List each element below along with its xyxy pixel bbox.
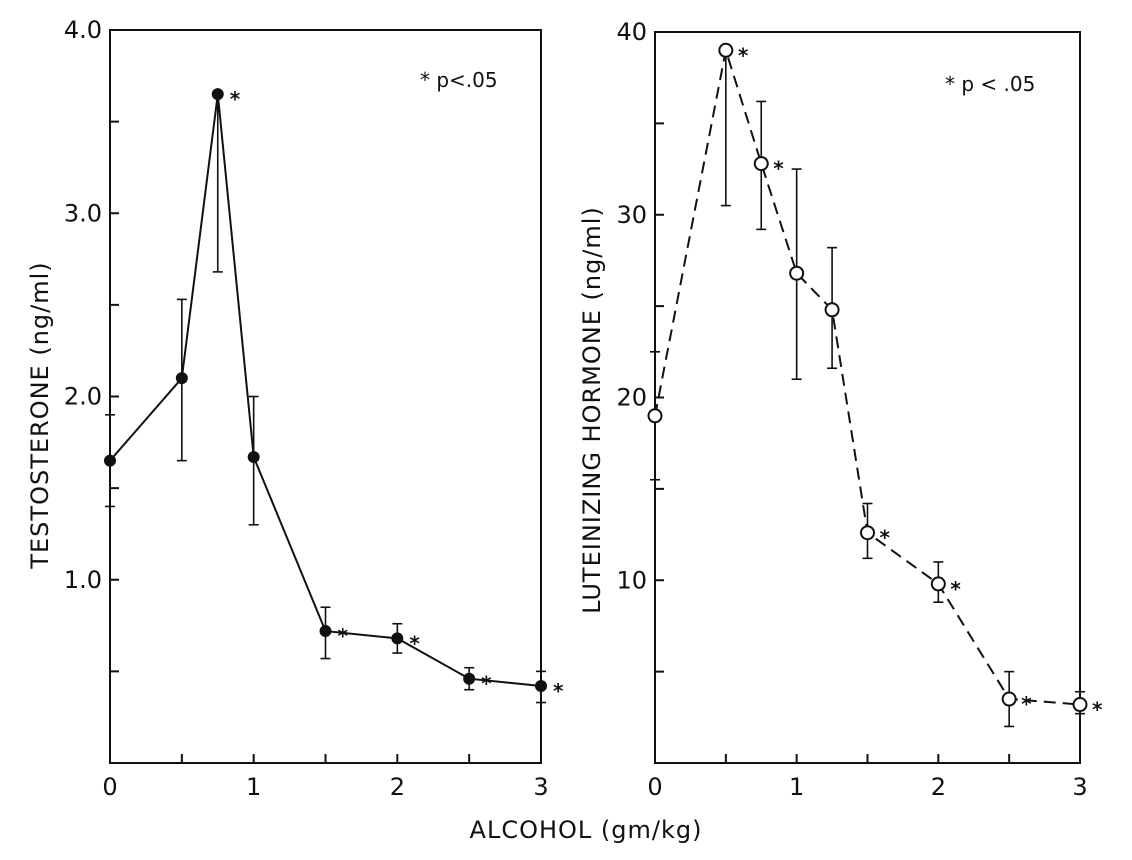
y-tick-label: 4.0: [64, 16, 102, 44]
x-tick-label: 0: [102, 773, 117, 801]
data-point: [463, 672, 476, 685]
y-axis-title: TESTOSTERONE (ng/ml): [26, 261, 54, 569]
data-point: [930, 576, 946, 592]
significance-star: *: [1092, 698, 1103, 722]
y-tick-label: 40: [616, 18, 647, 46]
data-point: [535, 680, 547, 693]
data-point: [1072, 697, 1088, 713]
data-point: [647, 408, 663, 424]
data-point: [391, 632, 404, 645]
significance-star: *: [338, 624, 349, 648]
series-line: [654, 50, 1081, 706]
y-tick-label: 10: [616, 566, 647, 594]
data-point: [319, 625, 332, 638]
significance-star: *: [738, 43, 749, 67]
x-tick-label: 1: [789, 773, 804, 801]
y-tick-label: 1.0: [64, 566, 102, 594]
y-tick-label: 20: [616, 384, 647, 412]
data-point: [211, 88, 224, 101]
significance-star: *: [1021, 692, 1032, 716]
x-tick-label: 2: [931, 773, 946, 801]
x-tick-label: 1: [246, 773, 261, 801]
significance-star: *: [481, 672, 492, 696]
x-tick-label: 3: [533, 773, 548, 801]
significance-star: *: [880, 526, 891, 550]
y-tick-label: 2.0: [64, 383, 102, 411]
x-tick-label: 2: [390, 773, 405, 801]
y-tick-label: 3.0: [64, 199, 102, 227]
x-tick-label: 3: [1072, 773, 1087, 801]
significance-note: * p<.05: [420, 68, 498, 92]
significance-note: * p < .05: [945, 72, 1035, 96]
data-point: [718, 42, 734, 58]
significance-star: *: [773, 157, 784, 181]
data-point: [104, 454, 116, 467]
data-point: [753, 156, 769, 172]
x-tick-label: 0: [647, 773, 662, 801]
series-line: [109, 93, 542, 687]
luteinizing-hormone-panel: 10 20 30 40 0 1 2 3 LUTEINIZING HORMONE (ng/ml) *…: [578, 18, 1103, 801]
significance-star: *: [230, 87, 241, 111]
data-point: [247, 450, 260, 463]
data-point: [789, 265, 805, 281]
shared-x-axis-title: ALCOHOL (gm/kg): [470, 816, 703, 844]
testosterone-panel: 1.0 2.0 3.0 4.0 0 1 2 3 TESTOSTERONE (ng/ml) * p<…: [26, 16, 564, 801]
significance-star: *: [409, 631, 420, 655]
significance-star: *: [553, 679, 564, 703]
y-tick-label: 30: [616, 201, 647, 229]
y-axis-title: LUTEINIZING HORMONE (ng/ml): [578, 206, 606, 614]
plot-frame: [654, 31, 1081, 764]
significance-star: *: [950, 577, 961, 601]
data-point: [1001, 691, 1017, 707]
data-point: [860, 525, 875, 541]
data-point: [175, 372, 188, 385]
data-point: [824, 302, 840, 318]
